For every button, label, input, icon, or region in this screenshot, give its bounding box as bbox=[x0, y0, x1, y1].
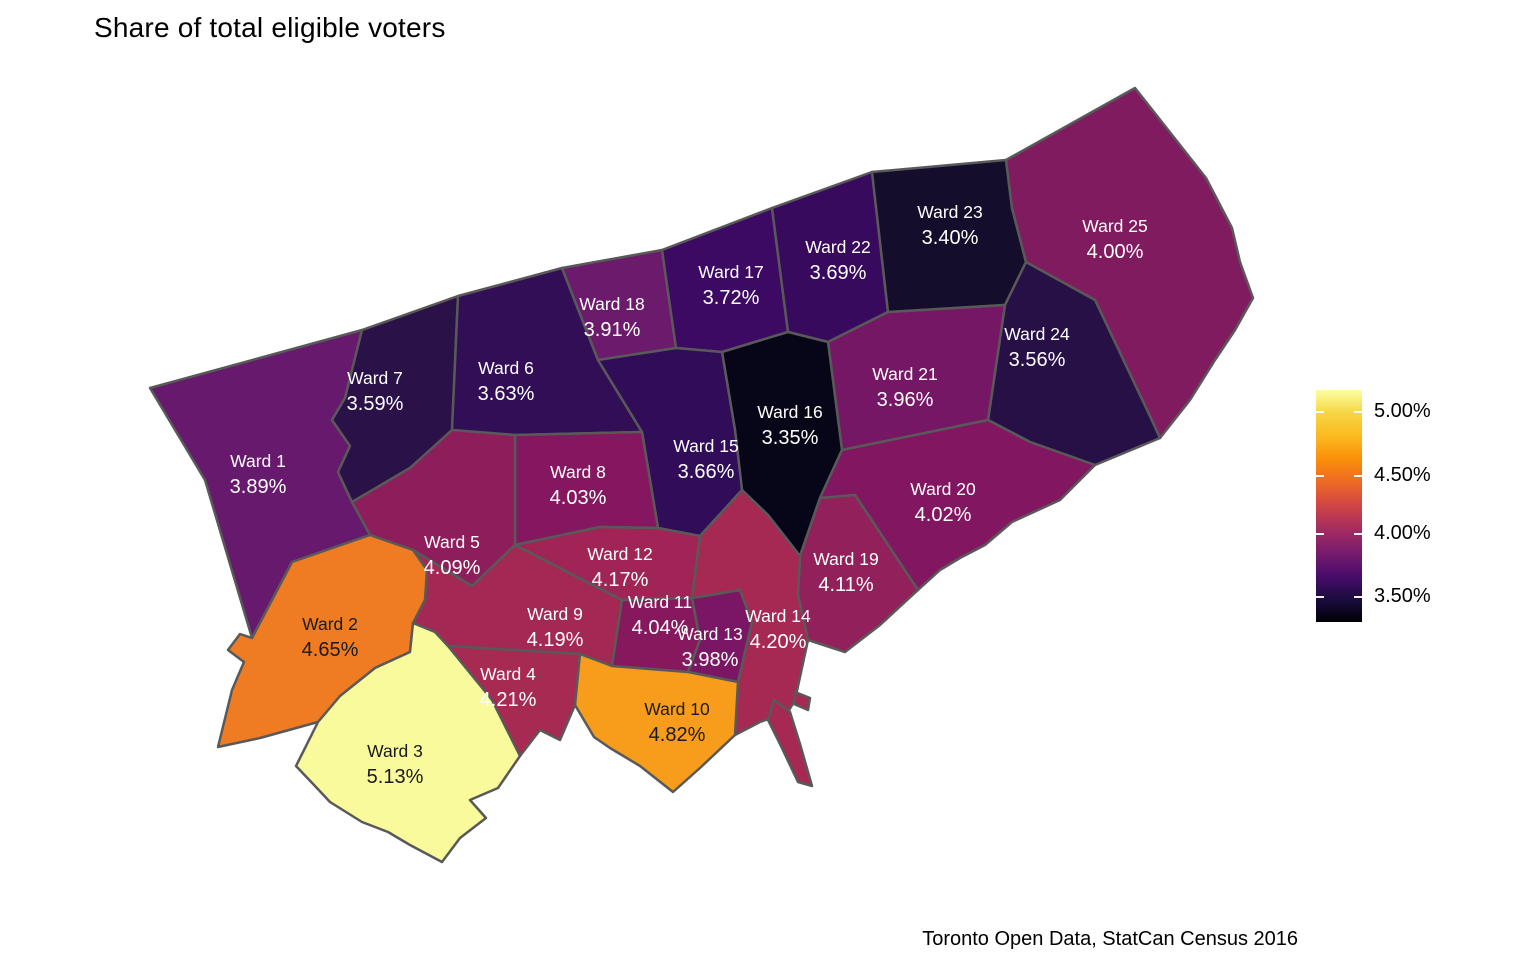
ward-3-shape bbox=[294, 621, 522, 864]
legend-tick-mark-right-0 bbox=[1354, 411, 1362, 413]
legend-tick-mark-right-1 bbox=[1354, 475, 1362, 477]
legend-tick-mark-left-2 bbox=[1316, 533, 1324, 535]
legend-tick-label-3: 3.50% bbox=[1374, 585, 1431, 607]
ward-4-label: Ward 4 bbox=[480, 664, 536, 684]
ward-12-value: 4.17% bbox=[592, 569, 649, 591]
legend-tick-mark-left-1 bbox=[1316, 475, 1324, 477]
ward-23-value: 3.40% bbox=[922, 227, 979, 249]
ward-16-value: 3.35% bbox=[762, 427, 819, 449]
legend-tick-label-0: 5.00% bbox=[1374, 400, 1431, 422]
ward-14-value: 4.20% bbox=[750, 631, 807, 653]
ward-17-value: 3.72% bbox=[703, 287, 760, 309]
ward-5-value: 4.09% bbox=[424, 557, 481, 579]
ward-23-label: Ward 23 bbox=[917, 202, 983, 222]
ward-20-label: Ward 20 bbox=[910, 479, 976, 499]
ward-21-value: 3.96% bbox=[877, 389, 934, 411]
island-1-shape bbox=[766, 698, 814, 788]
ward-10-label: Ward 10 bbox=[644, 699, 710, 719]
ward-10-value: 4.82% bbox=[649, 724, 706, 746]
ward-20-value: 4.02% bbox=[915, 504, 972, 526]
ward-18-value: 3.91% bbox=[584, 319, 641, 341]
ward-21-label: Ward 21 bbox=[872, 364, 938, 384]
ward-22-shape bbox=[770, 170, 890, 344]
ward-1-value: 3.89% bbox=[230, 476, 287, 498]
source-caption: Toronto Open Data, StatCan Census 2016 bbox=[922, 928, 1298, 950]
legend-tick-mark-left-0 bbox=[1316, 411, 1324, 413]
ward-22-value: 3.69% bbox=[810, 262, 867, 284]
color-legend: 5.00% 4.50% 4.00% 3.50% bbox=[1316, 390, 1452, 622]
legend-gradient-bar bbox=[1316, 390, 1362, 622]
ward-22-label: Ward 22 bbox=[805, 237, 871, 257]
ward-1-label: Ward 1 bbox=[230, 451, 286, 471]
ward-9-label: Ward 9 bbox=[527, 604, 583, 624]
ward-25-value: 4.00% bbox=[1087, 241, 1144, 263]
ward-18-label: Ward 18 bbox=[579, 294, 645, 314]
ward-5-label: Ward 5 bbox=[424, 532, 480, 552]
ward-19-label: Ward 19 bbox=[813, 549, 879, 569]
ward-8-label: Ward 8 bbox=[550, 462, 606, 482]
legend-tick-label-1: 4.50% bbox=[1374, 464, 1431, 486]
ward-6-value: 3.63% bbox=[478, 383, 535, 405]
ward-13-value: 3.98% bbox=[682, 649, 739, 671]
ward-24-label: Ward 24 bbox=[1004, 324, 1070, 344]
ward-13-label: Ward 13 bbox=[677, 624, 743, 644]
page-title: Share of total eligible voters bbox=[94, 12, 446, 43]
legend-tick-mark-right-3 bbox=[1354, 596, 1362, 598]
ward-8-value: 4.03% bbox=[550, 487, 607, 509]
ward-2-value: 4.65% bbox=[302, 639, 359, 661]
island-2-shape bbox=[792, 690, 812, 712]
ward-16-label: Ward 16 bbox=[757, 402, 823, 422]
ward-6-label: Ward 6 bbox=[478, 358, 534, 378]
ward-11-label: Ward 11 bbox=[628, 592, 692, 612]
ward-7-value: 3.59% bbox=[347, 393, 404, 415]
ward-15-value: 3.66% bbox=[678, 461, 735, 483]
legend-tick-label-2: 4.00% bbox=[1374, 522, 1431, 544]
ward-4-value: 4.21% bbox=[480, 689, 537, 711]
ward-25-label: Ward 25 bbox=[1082, 216, 1148, 236]
ward-14-label: Ward 14 bbox=[745, 606, 811, 626]
ward-12-label: Ward 12 bbox=[587, 544, 653, 564]
legend-tick-mark-left-3 bbox=[1316, 596, 1324, 598]
legend-tick-mark-right-2 bbox=[1354, 533, 1362, 535]
ward-15-label: Ward 15 bbox=[673, 436, 739, 456]
ward-24-value: 3.56% bbox=[1009, 349, 1066, 371]
ward-3-label: Ward 3 bbox=[367, 741, 423, 761]
ward-2-label: Ward 2 bbox=[302, 614, 358, 634]
ward-17-label: Ward 17 bbox=[698, 262, 764, 282]
ward-9-value: 4.19% bbox=[527, 629, 584, 651]
ward-10-shape bbox=[573, 652, 740, 794]
ward-19-value: 4.11% bbox=[818, 574, 873, 596]
ward-7-label: Ward 7 bbox=[347, 368, 403, 388]
ward-11-value: 4.04% bbox=[632, 617, 689, 639]
ward-3-value: 5.13% bbox=[367, 766, 424, 788]
